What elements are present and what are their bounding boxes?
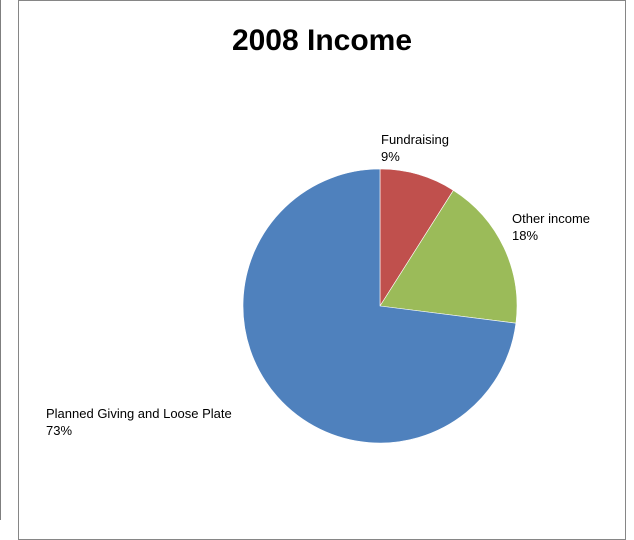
pie-slice-other-income xyxy=(379,189,518,324)
pie-slice-planned-giving-and-loose-plate xyxy=(242,168,517,444)
chart-title: 2008 Income xyxy=(231,24,413,57)
slice-label-planned-giving: Planned Giving and Loose Plate xyxy=(46,406,232,421)
slice-value-other-income: 18% xyxy=(512,228,538,243)
pie-slices xyxy=(242,168,518,444)
slice-value-fundraising: 9% xyxy=(381,149,400,164)
slice-label-other-income: Other income xyxy=(512,211,590,226)
pie-labels: Fundraising 9% Other income 18% Planned … xyxy=(46,132,590,438)
left-border-line xyxy=(0,0,1,520)
slice-label-fundraising: Fundraising xyxy=(381,132,449,147)
pie-chart: Fundraising 9% Other income 18% Planned … xyxy=(46,132,590,444)
slice-value-planned-giving: 73% xyxy=(46,423,72,438)
